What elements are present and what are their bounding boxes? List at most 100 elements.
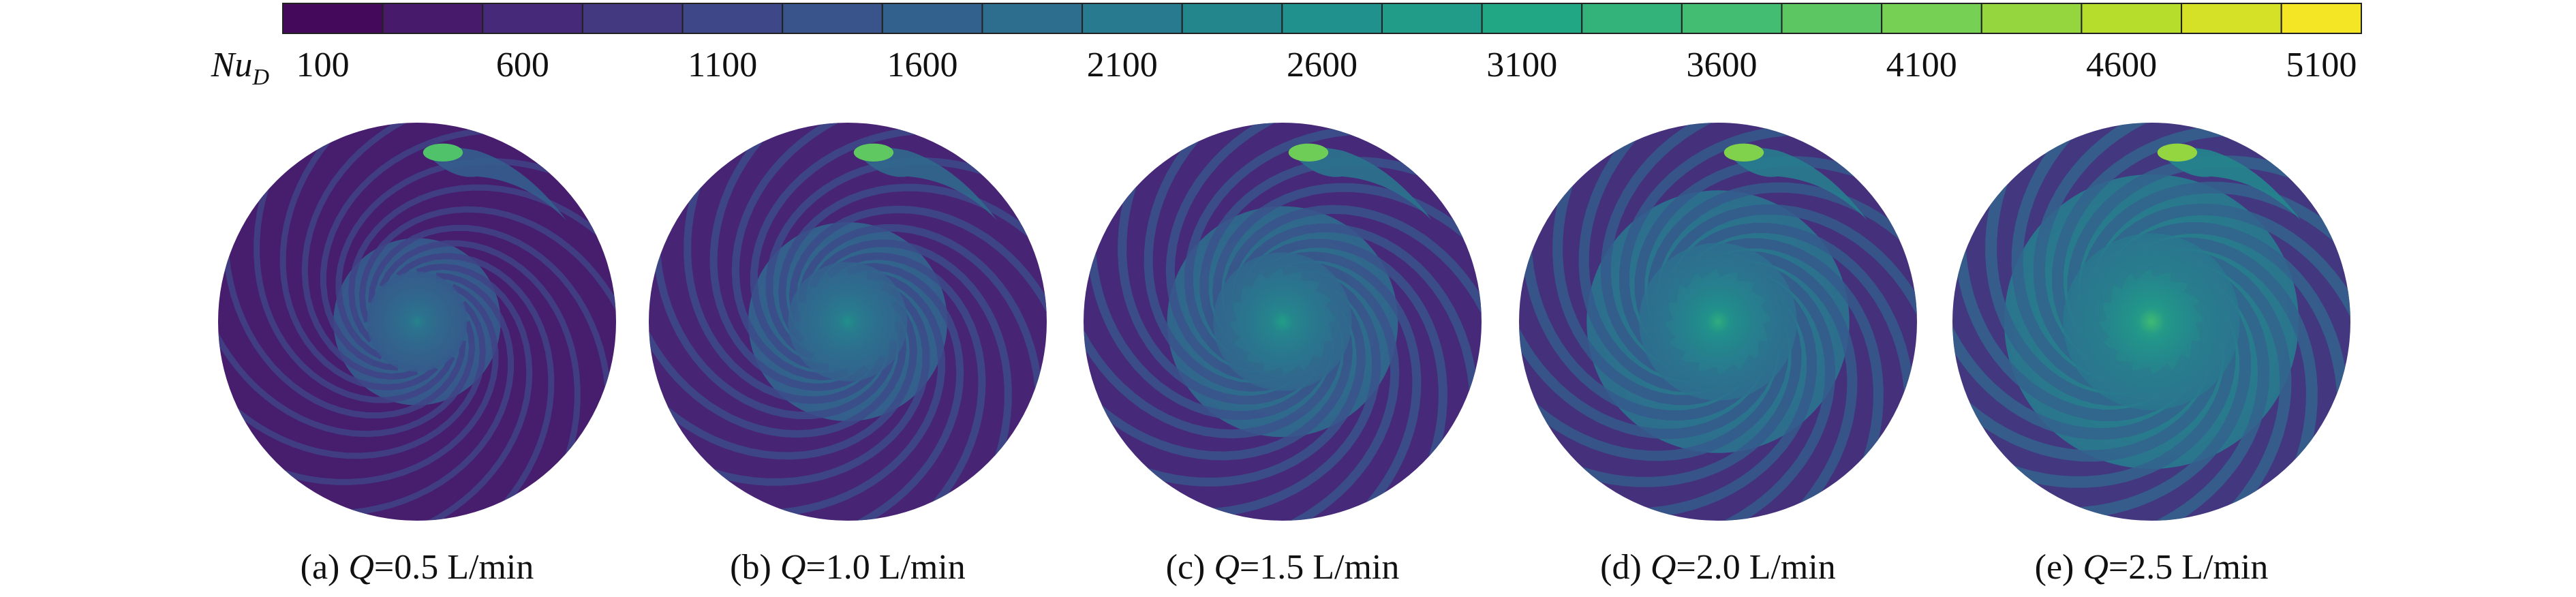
spiral-arm [218,294,476,438]
caption-text: =1.5 L/min [1240,548,1399,587]
colorbar-tick-label: 3600 [1687,46,1758,85]
colorbar-tick-label: 1100 [688,46,757,85]
spiral-arm [218,301,486,459]
colorbar-segment [1681,3,1783,34]
caption-tag: (c) [1166,548,1206,587]
spiral-arm [731,123,875,381]
caption-text: =2.0 L/min [1676,548,1835,587]
panel-caption: (b) Q=1.0 L/min [730,548,966,587]
colorbar-tick-label: 600 [496,46,549,85]
spiral-arm [649,294,907,438]
spiral-arm [652,214,898,419]
spiral-arm [1260,251,1422,521]
hot-spot-core [1723,143,1764,162]
spiral-arm [309,273,514,517]
spiral-arm [821,262,964,521]
contour-plot [1084,123,1482,521]
hot-spot [2161,147,2301,221]
contour-plot [1519,123,1917,521]
panel-caption: (e) Q=2.5 L/min [2035,548,2269,587]
colorbar-segment [282,3,384,34]
spiral-arm [1223,204,1482,349]
center-zone [1639,243,1797,401]
spiral-arm [788,205,1047,349]
colorbar-segment [1381,3,1483,34]
spiral-arm [279,123,438,391]
spiral-arm [684,148,887,404]
contour-plot [1952,123,2350,521]
caption-tag: (b) [730,548,771,587]
spiral-arm [1118,147,1322,405]
caption-var: Q [2083,548,2109,587]
spiral-arm [254,148,455,403]
spiral-arm [1165,123,1310,382]
caption-var: Q [780,548,806,587]
hot-spot [1292,147,1432,221]
contour-plot [649,123,1047,521]
center-zone [2063,233,2240,410]
colorbar-segment [1581,3,1683,34]
colorbar-segment [382,3,484,34]
spiral-arm [798,224,1043,429]
colorbar-segment [1481,3,1583,34]
hot-spot-core [2157,143,2198,162]
spiral-arm [809,239,1012,495]
center-zone [1213,252,1352,391]
center-zone [367,271,467,372]
colorbar-tick-label: 5100 [2286,46,2357,85]
caption-var: Q [1214,548,1240,587]
colorbar-label: NuD [211,46,270,90]
spiral-arm [379,240,581,495]
colorbar-segment [482,3,583,34]
colorbar-tick-label: 3100 [1486,46,1557,85]
spiral-arm [396,253,555,521]
spiral-arm [740,272,945,517]
hot-spot-core [423,143,463,162]
spiral-arm [1212,183,1482,344]
panel-caption: (c) Q=1.5 L/min [1166,548,1400,587]
colorbar-tick-label: 1600 [887,46,957,85]
spiral-arm [750,126,955,371]
colorbar-segment [1781,3,1883,34]
hot-spot [857,147,997,221]
spiral-arm [222,214,466,418]
panel-caption: (a) Q=0.5 L/min [301,548,534,587]
hot-spot-core [853,143,894,162]
colorbar-segment [981,3,1084,34]
spiral-arm [1086,214,1333,420]
colorbar-segment [1082,3,1183,34]
colorbar-segment [581,3,684,34]
hot-spot [427,147,566,221]
caption-tag: (e) [2035,548,2074,587]
spiral-arm [358,206,616,349]
spiral-arm [1184,125,1390,372]
contour-plot [218,123,616,521]
caption-var: Q [1651,548,1676,587]
hot-spot [1728,147,1867,221]
spiral-arm [368,225,612,429]
colorbar-segment [881,3,983,34]
colorbar-segment [1980,3,2083,34]
caption-var: Q [348,548,374,587]
spiral-arm [1175,271,1381,518]
spiral-arm [320,127,525,371]
spiral-arm [243,284,499,485]
hot-spot-core [1288,143,1329,162]
spiral-arm [1084,299,1353,461]
spiral-arm [301,123,444,380]
caption-text: =1.0 L/min [806,548,965,587]
spiral-arm [1255,262,1400,521]
colorbar-segment [1281,3,1383,34]
spiral-arm [335,158,591,360]
spiral-arm [1144,123,1305,392]
spiral-arm [826,252,986,521]
colorbar-tick-label: 100 [296,46,350,85]
spiral-arm [348,184,616,343]
colorbar-tick-label: 4100 [1886,46,1957,85]
colorbar-segment [2181,3,2282,34]
spiral-arm [649,300,917,460]
spiral-arm [1199,157,1457,361]
caption-tag: (d) [1600,548,1642,587]
spiral-arm [709,123,870,391]
